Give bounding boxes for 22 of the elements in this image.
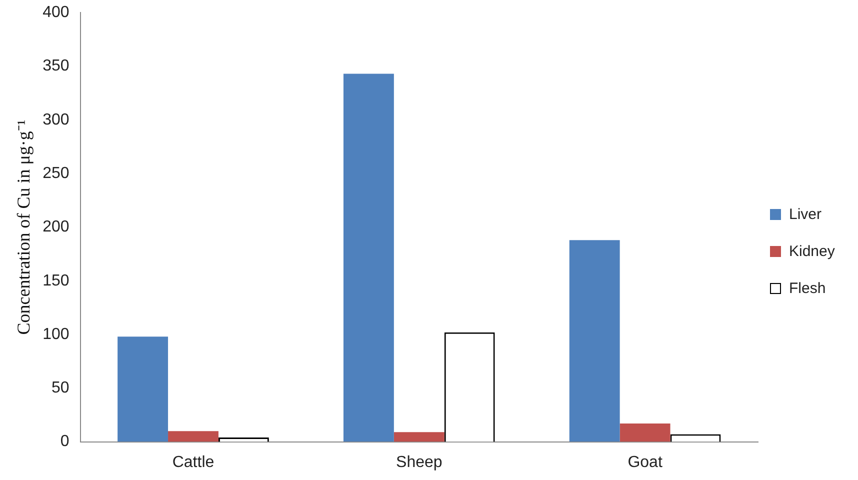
- legend-label: Liver: [789, 206, 822, 223]
- bar: [118, 336, 168, 442]
- bar: [569, 240, 620, 442]
- text: Flesh: [789, 280, 826, 297]
- y-tick-label: 50: [52, 380, 70, 397]
- y-tick-label: 250: [42, 164, 70, 182]
- y-tick-label: 150: [42, 272, 70, 290]
- y-tick-label: 300: [42, 111, 70, 128]
- y-tick-label: 0: [60, 433, 70, 450]
- y-tick-label: 400: [42, 4, 70, 22]
- x-tick-label: Sheep: [396, 454, 442, 471]
- y-tick-label: 200: [42, 218, 70, 236]
- bar: [620, 424, 670, 442]
- bar: [343, 74, 394, 442]
- x-tick-label: Goat: [628, 454, 663, 471]
- bar: [168, 431, 218, 442]
- x-tick-label: Cattle: [172, 454, 214, 471]
- y-tick-label: 350: [42, 58, 70, 75]
- bar: [394, 432, 444, 442]
- y-axis-title: Concentration of Cu in μg·g⁻¹: [14, 120, 34, 335]
- y-tick-label: 100: [42, 326, 70, 343]
- legend-label: Kidney: [789, 243, 835, 260]
